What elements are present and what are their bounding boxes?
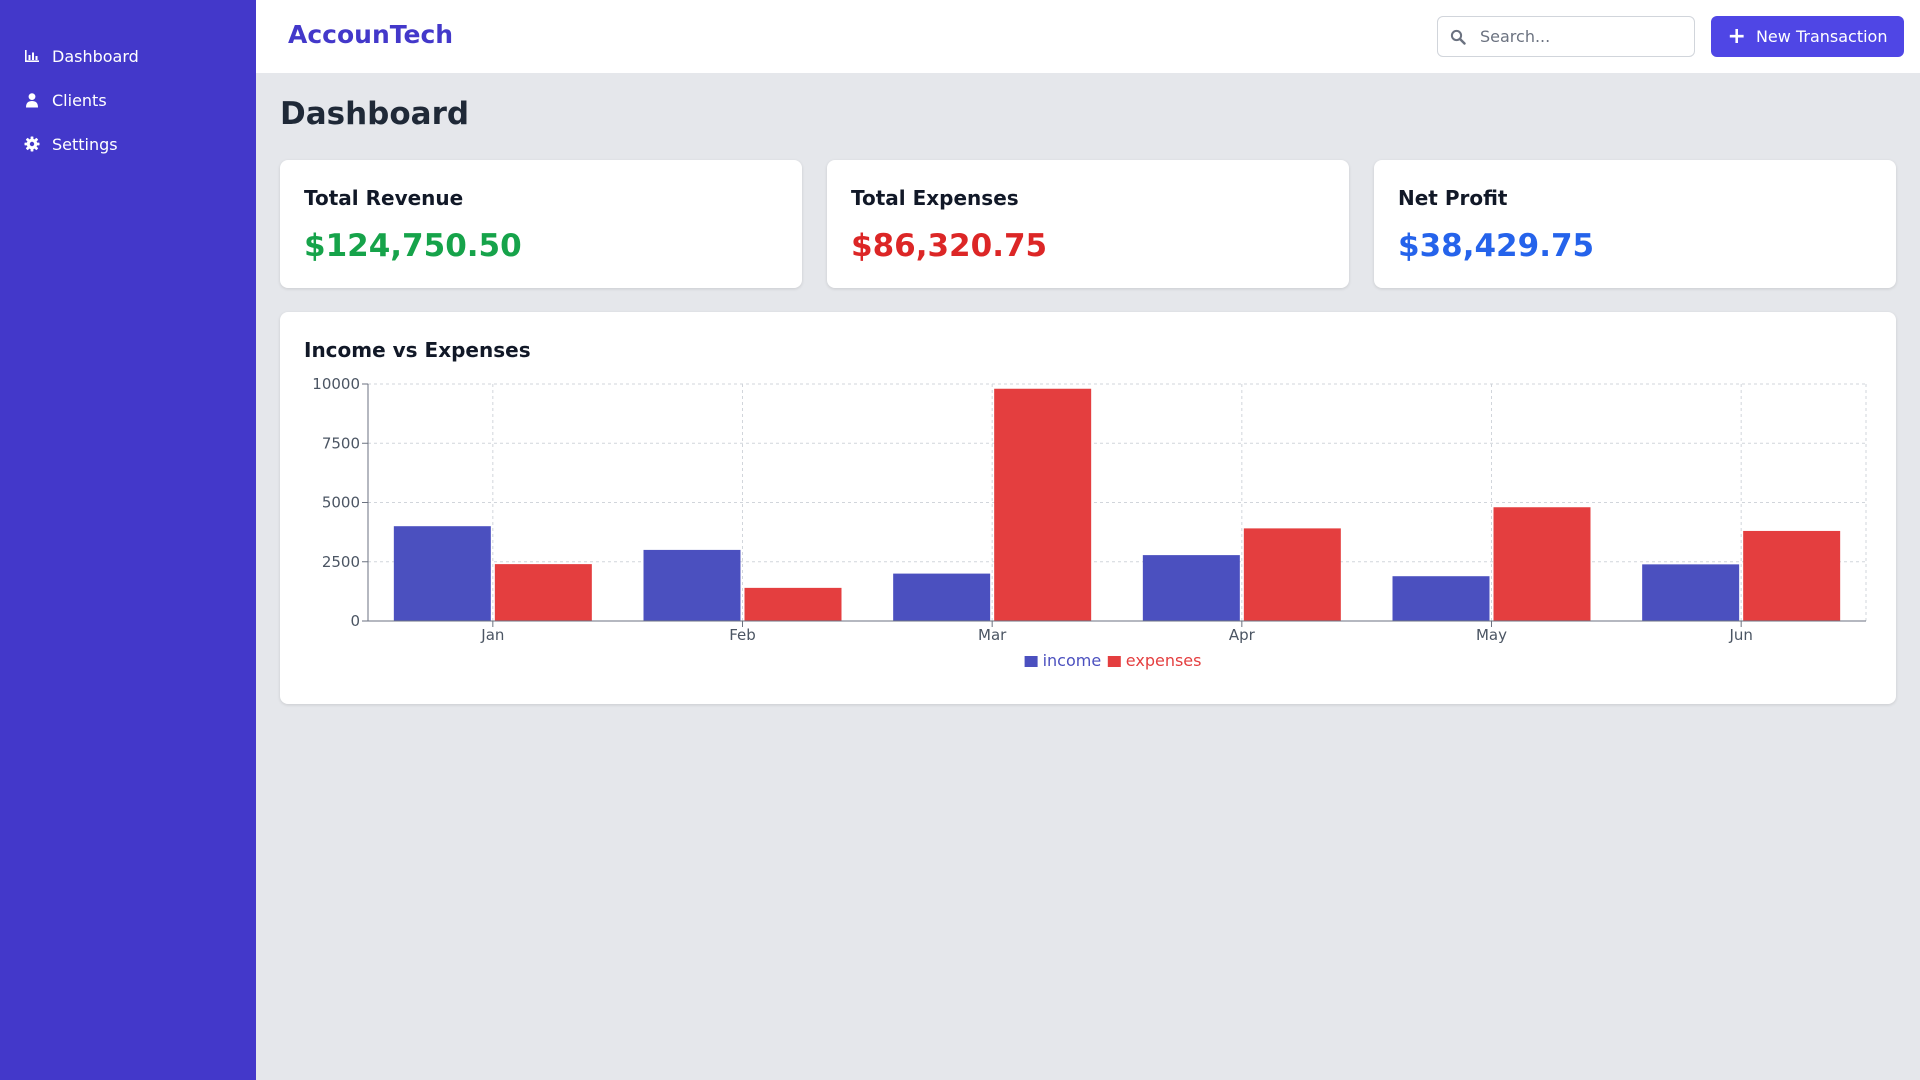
bar-income-feb [643, 549, 741, 621]
stat-label: Total Revenue [304, 186, 464, 210]
app-logo[interactable]: AccounTech [288, 20, 454, 49]
sidebar-item-label: Clients [52, 90, 107, 110]
x-tick-label: Apr [1229, 626, 1256, 644]
y-tick-label: 7500 [322, 434, 360, 452]
bar-income-jan [393, 526, 491, 621]
sidebar-nav: Dashboard Clients [0, 0, 256, 166]
x-tick-label: Mar [978, 626, 1007, 644]
stat-value: $124,750.50 [304, 228, 522, 264]
stat-label: Net Profit [1398, 186, 1508, 210]
stat-value: $86,320.75 [851, 228, 1048, 264]
bar-income-mar [893, 573, 991, 621]
page-title: Dashboard [280, 96, 470, 132]
user-icon [24, 92, 40, 108]
y-tick-label: 10000 [312, 375, 360, 393]
bar-income-may [1392, 576, 1490, 621]
sidebar-item-clients[interactable]: Clients [0, 78, 256, 122]
stat-value: $38,429.75 [1398, 228, 1595, 264]
x-tick-label: Jan [480, 626, 504, 644]
bar-expenses-apr [1243, 528, 1341, 621]
income-expenses-chart: 0 2500 5000 7500 10000 Jan Feb Mar Apr May Jun inco… [312, 375, 1867, 670]
bar-expenses-jun [1743, 530, 1841, 621]
income-expenses-chart-card: Income vs Expenses 0 2500 5000 7500 10000 Jan… [280, 312, 1896, 704]
search-icon [1450, 29, 1466, 45]
new-transaction-label: New Transaction [1755, 27, 1888, 46]
chart-title: Income vs Expenses [304, 338, 531, 362]
search-input[interactable] [1478, 26, 1682, 47]
legend-swatch-expenses [1107, 656, 1121, 667]
plus-icon: + [1727, 23, 1746, 49]
x-tick-label: Feb [729, 626, 756, 644]
stat-label: Total Expenses [851, 186, 1019, 210]
y-tick-label: 5000 [322, 494, 360, 512]
legend-label-expenses: expenses [1126, 651, 1202, 670]
x-tick-label: May [1476, 626, 1507, 644]
bar-income-apr [1142, 555, 1240, 621]
y-tick-label: 2500 [322, 553, 360, 571]
chart-bar-icon [24, 48, 40, 64]
total-revenue-card: Total Revenue $124,750.50 [280, 160, 802, 288]
bar-expenses-jan [494, 564, 592, 621]
y-tick-label: 0 [350, 612, 360, 630]
sidebar-item-settings[interactable]: Settings [0, 122, 256, 166]
sidebar-item-label: Dashboard [52, 46, 139, 66]
total-expenses-card: Total Expenses $86,320.75 [827, 160, 1349, 288]
search-box[interactable] [1437, 16, 1695, 57]
gear-icon [24, 136, 40, 152]
legend-swatch-income [1024, 656, 1038, 667]
legend-label-income: income [1043, 651, 1102, 670]
new-transaction-button[interactable]: + New Transaction [1711, 16, 1904, 57]
bar-income-jun [1642, 564, 1740, 621]
x-tick-label: Jun [1728, 626, 1752, 644]
bar-expenses-may [1493, 507, 1591, 621]
net-profit-card: Net Profit $38,429.75 [1374, 160, 1896, 288]
sidebar: Dashboard Clients [0, 0, 256, 1080]
bar-expenses-mar [994, 388, 1092, 621]
bar-expenses-feb [744, 587, 842, 621]
top-bar: AccounTech + New Transaction [256, 0, 1920, 74]
sidebar-item-label: Settings [52, 134, 118, 154]
sidebar-item-dashboard[interactable]: Dashboard [0, 34, 256, 78]
